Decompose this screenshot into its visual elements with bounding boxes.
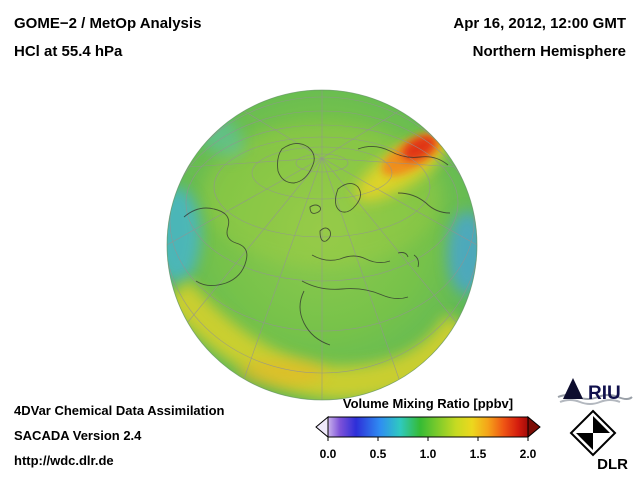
website-url: http://wdc.dlr.de (14, 453, 114, 468)
datetime-label: Apr 16, 2012, 12:00 GMT (453, 15, 626, 32)
dlr-diamond-icon (569, 409, 617, 457)
dlr-logo-svg: DLR (569, 409, 628, 473)
riu-triangle-icon (563, 378, 583, 399)
riu-logo: RIU (556, 374, 634, 408)
riu-logo-text: RIU (588, 383, 621, 404)
colorbar-right-arrow (527, 415, 541, 439)
tick-label-1: 0.5 (369, 447, 387, 461)
analysis-title: GOME−2 / MetOp Analysis (14, 15, 202, 32)
colorbar-svg (315, 415, 541, 441)
dlr-logo-text: DLR (597, 456, 628, 472)
assimilation-label: 4DVar Chemical Data Assimilation (14, 403, 225, 418)
version-label: SACADA Version 2.4 (14, 428, 142, 443)
colorbar-left-arrow (315, 415, 329, 439)
header-left: GOME−2 / MetOp Analysis HCl at 55.4 hPa (14, 10, 201, 66)
riu-wave-line-2 (559, 399, 621, 405)
dlr-wing-lower-icon (576, 433, 593, 450)
footer-credits: 4DVar Chemical Data Assimilation SACADA … (14, 398, 225, 473)
colorbar-title: Volume Mixing Ratio [ppbv] (342, 396, 514, 411)
colorbar-tick-labels: 0.0 0.5 1.0 1.5 2.0 (314, 447, 542, 463)
graticule (167, 90, 477, 400)
tick-label-0: 0.0 (319, 447, 337, 461)
tick-label-2: 1.0 (419, 447, 437, 461)
header-right: Apr 16, 2012, 12:00 GMT Northern Hemisph… (453, 10, 626, 66)
species-level-label: HCl at 55.4 hPa (14, 43, 123, 60)
globe-limb (166, 89, 478, 401)
tick-label-4: 2.0 (519, 447, 537, 461)
colorbar-block: Volume Mixing Ratio [ppbv] 0.0 0.5 1.0 1… (314, 396, 542, 463)
coastlines (183, 143, 451, 346)
riu-logo-svg: RIU (557, 378, 633, 405)
colorbar-gradient-bar (327, 416, 529, 438)
hemisphere-label: Northern Hemisphere (472, 43, 626, 60)
dlr-wing-upper-icon (593, 416, 610, 433)
dlr-logo: DLR (566, 408, 632, 473)
globe-map (162, 85, 482, 405)
colorbar-tick-marks (327, 437, 529, 441)
globe-svg (166, 89, 478, 401)
tick-label-3: 1.5 (469, 447, 487, 461)
